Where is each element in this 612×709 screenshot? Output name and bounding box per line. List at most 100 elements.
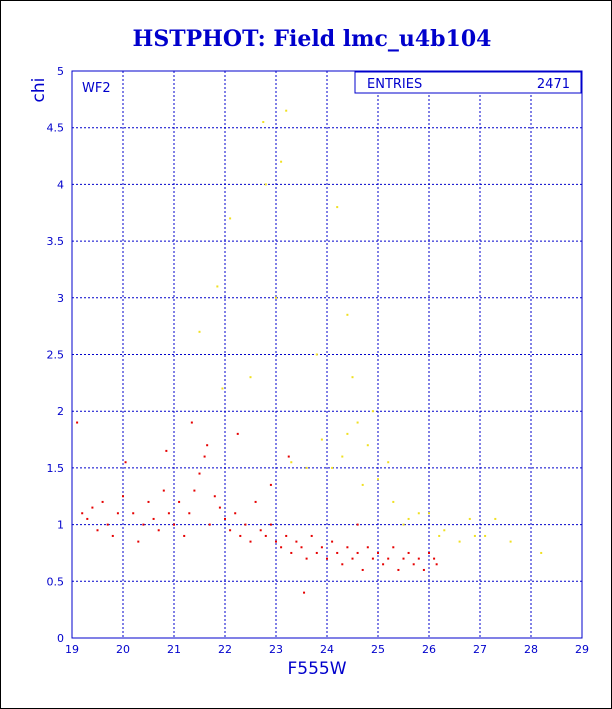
y-tick-label: 2.5 bbox=[47, 349, 65, 362]
data-point-red bbox=[183, 534, 186, 537]
data-point-red bbox=[275, 540, 277, 543]
data-point-red bbox=[198, 472, 201, 475]
data-point-red bbox=[280, 546, 283, 549]
data-point-red bbox=[188, 512, 191, 515]
data-point-yellow bbox=[198, 330, 201, 333]
data-point-yellow bbox=[509, 540, 512, 543]
data-point-yellow bbox=[428, 512, 430, 515]
data-point-red bbox=[366, 546, 369, 549]
data-point-red bbox=[305, 557, 308, 560]
y-tick-label: 0 bbox=[57, 632, 64, 645]
data-point-yellow bbox=[320, 438, 323, 441]
data-point-red bbox=[218, 506, 221, 509]
x-tick-label: 25 bbox=[371, 643, 385, 656]
plot-area bbox=[71, 70, 583, 639]
data-point-red bbox=[239, 534, 242, 537]
data-point-red bbox=[290, 551, 293, 554]
data-point-red bbox=[428, 551, 430, 554]
data-point-red bbox=[392, 546, 395, 549]
data-point-red bbox=[387, 557, 390, 560]
data-point-yellow bbox=[346, 432, 349, 435]
data-point-yellow bbox=[484, 534, 487, 537]
data-point-red bbox=[111, 534, 114, 537]
data-point-red bbox=[173, 523, 175, 526]
data-point-red bbox=[397, 568, 400, 571]
data-point-yellow bbox=[371, 410, 374, 413]
stats-box: ENTRIES 2471 bbox=[354, 71, 582, 94]
x-tick-label: 20 bbox=[116, 643, 130, 656]
data-point-yellow bbox=[275, 296, 277, 299]
data-point-yellow bbox=[540, 551, 543, 554]
data-point-yellow bbox=[280, 160, 283, 163]
y-tick-label: 4.5 bbox=[47, 122, 65, 135]
y-axis-label: chi bbox=[29, 78, 49, 103]
data-point-red bbox=[106, 523, 109, 526]
data-point-red bbox=[269, 523, 272, 526]
data-point-yellow bbox=[402, 523, 405, 526]
data-point-yellow bbox=[417, 512, 420, 515]
data-point-yellow bbox=[346, 313, 349, 316]
data-point-red bbox=[341, 563, 344, 566]
data-point-yellow bbox=[387, 461, 390, 464]
data-point-red bbox=[382, 563, 385, 566]
data-point-red bbox=[208, 523, 211, 526]
data-point-red bbox=[124, 461, 127, 464]
data-point-red bbox=[402, 557, 405, 560]
data-point-red bbox=[269, 483, 272, 486]
data-point-red bbox=[310, 534, 313, 537]
data-point-red bbox=[206, 444, 209, 447]
data-point-yellow bbox=[361, 483, 364, 486]
y-tick-label: 3 bbox=[57, 292, 64, 305]
data-point-yellow bbox=[290, 461, 293, 464]
data-point-red bbox=[101, 500, 104, 503]
data-point-yellow bbox=[221, 387, 224, 390]
panel-label: WF2 bbox=[82, 81, 111, 96]
data-point-yellow bbox=[494, 517, 497, 520]
data-point-yellow bbox=[249, 376, 252, 379]
y-tick-label: 1 bbox=[57, 519, 64, 532]
x-tick-label: 22 bbox=[218, 643, 232, 656]
y-tick-label: 2 bbox=[57, 405, 64, 418]
data-point-red bbox=[162, 489, 165, 492]
stats-entries-label: ENTRIES bbox=[367, 77, 422, 92]
data-point-red bbox=[422, 568, 425, 571]
x-tick-labels: 19 20 21 22 23 24 25 26 27 28 29 bbox=[65, 643, 589, 656]
data-point-red bbox=[236, 432, 239, 435]
data-point-yellow bbox=[331, 466, 334, 469]
stats-entries-value: 2471 bbox=[537, 77, 570, 92]
data-point-red bbox=[249, 540, 252, 543]
data-point-yellow bbox=[262, 121, 265, 124]
data-point-red bbox=[152, 517, 155, 520]
stats-box-frame bbox=[354, 71, 582, 94]
data-point-red bbox=[203, 455, 206, 458]
data-point-red bbox=[165, 449, 168, 452]
data-point-yellow bbox=[305, 466, 308, 469]
data-point-red bbox=[157, 529, 160, 532]
data-point-red bbox=[336, 551, 339, 554]
data-point-red bbox=[287, 455, 290, 458]
y-tick-label: 3.5 bbox=[47, 235, 65, 248]
data-point-red bbox=[193, 489, 196, 492]
data-point-red bbox=[147, 500, 150, 503]
data-point-red bbox=[356, 551, 359, 554]
data-point-red bbox=[213, 495, 216, 498]
y-tick-label: 5 bbox=[57, 65, 64, 78]
data-point-red bbox=[116, 512, 119, 515]
x-tick-label: 23 bbox=[269, 643, 283, 656]
data-point-red bbox=[356, 523, 359, 526]
data-point-red bbox=[407, 551, 410, 554]
data-point-red bbox=[137, 540, 140, 543]
data-point-yellow bbox=[366, 444, 369, 447]
data-point-red bbox=[132, 512, 135, 515]
data-point-yellow bbox=[468, 517, 471, 520]
x-tick-label: 27 bbox=[473, 643, 487, 656]
data-point-yellow bbox=[336, 206, 339, 209]
data-point-red bbox=[190, 421, 193, 424]
y-tick-label: 1.5 bbox=[47, 462, 65, 475]
x-tick-label: 28 bbox=[524, 643, 538, 656]
data-point-red bbox=[229, 529, 232, 532]
data-point-red bbox=[234, 512, 237, 515]
data-point-yellow bbox=[473, 534, 476, 537]
data-point-yellow bbox=[443, 529, 446, 532]
